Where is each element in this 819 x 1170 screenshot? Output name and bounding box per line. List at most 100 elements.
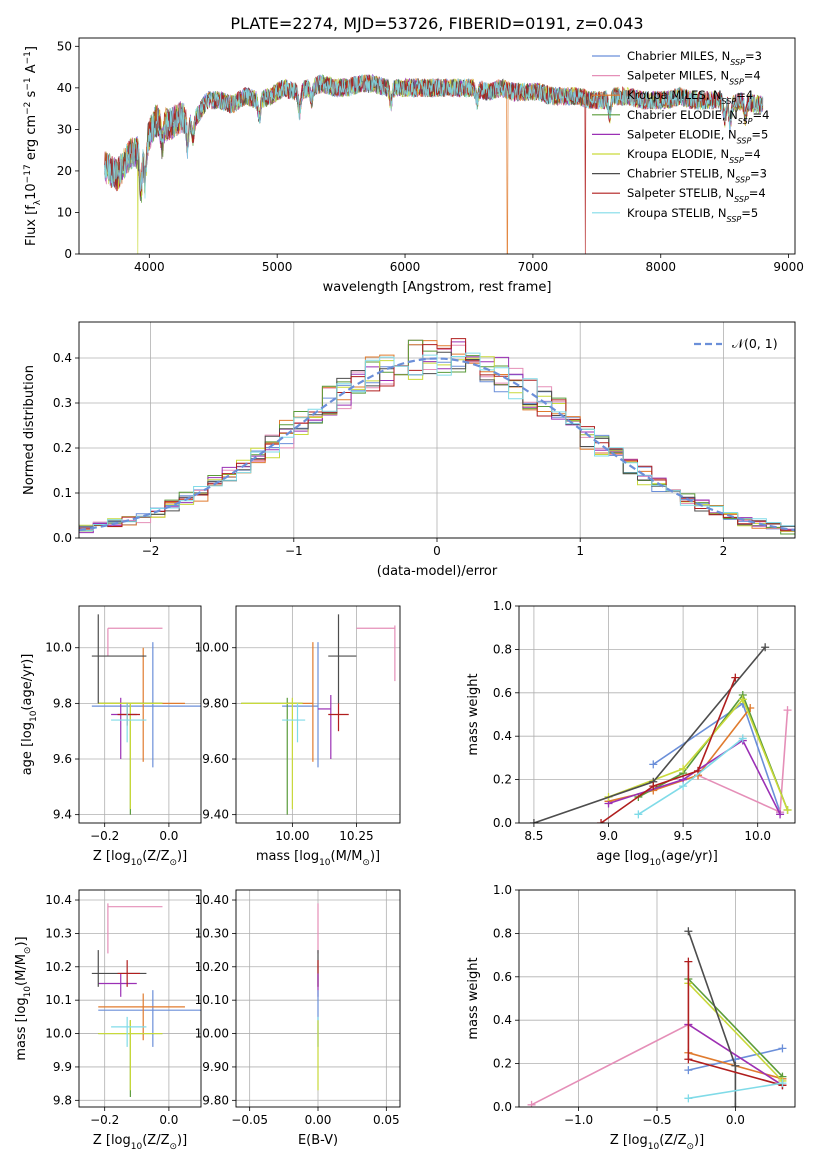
marker-chabrier-stelib: [731, 1061, 740, 1070]
marker-salpeter-stelib: [649, 782, 658, 791]
legend-label-chabrier-elodie: Chabrier ELODIE, NSSP=4: [627, 108, 769, 126]
y-axis-label: age [log10(age/yr)]: [20, 654, 39, 776]
x-tick-label: 2: [720, 544, 728, 558]
plot-area: [529, 643, 792, 823]
y-tick-label: 10.4: [45, 893, 72, 907]
y-tick-label: 0.1: [53, 486, 72, 500]
marker-chabrier-stelib: [529, 819, 538, 823]
errorbar-salpeter-elodie: [318, 695, 332, 760]
y-tick-label: 10.30: [195, 926, 229, 940]
errorbar-salpeter-miles: [356, 625, 396, 682]
y-tick-label: 0.2: [493, 773, 512, 787]
errorbar-kroupa-miles: [98, 647, 185, 762]
x-tick-label: 0.0: [159, 829, 178, 843]
x-tick-label: 9.0: [599, 829, 618, 843]
marker-chabrier-miles: [649, 760, 658, 769]
panel-age-vs-mass: 10.00 10.25 9.40 9.60 9.80 10.00 mass [log10(M…: [195, 605, 401, 868]
y-tick-label: 0.8: [493, 926, 512, 940]
y-tick-label: 40: [57, 81, 72, 95]
x-tick-label: 6000: [390, 260, 421, 274]
x-tick-label: −1: [285, 544, 303, 558]
marker-salpeter-stelib: [684, 957, 693, 966]
y-tick-label: 0.4: [493, 729, 512, 743]
x-axis-label: Z [log10(Z/Z⊙)]: [93, 1133, 187, 1152]
errorbar-kroupa-elodie: [241, 697, 303, 810]
errorbar-kroupa-miles: [98, 993, 185, 1041]
series-line-kroupa-stelib: [688, 1082, 783, 1100]
series-line-chabrier-elodie: [687, 978, 784, 1078]
x-tick-label: 0.00: [305, 1113, 332, 1127]
plot-area: [91, 614, 201, 815]
y-tick-label: 9.80: [202, 696, 229, 710]
legend-label-chabrier-miles: Chabrier MILES, NSSP=3: [627, 49, 762, 67]
x-axis-label: Z [log10(Z/Z⊙)]: [610, 1133, 704, 1152]
y-tick-label: 0.6: [493, 686, 512, 700]
x-tick-label: −0.2: [90, 829, 119, 843]
histogram-kroupa-stelib: [79, 352, 795, 531]
legend: Chabrier MILES, NSSP=3 Salpeter MILES, NS…: [592, 49, 769, 223]
x-tick-label: −2: [142, 544, 160, 558]
y-tick-label: 9.90: [202, 1060, 229, 1074]
y-tick-label: 9.40: [202, 808, 229, 822]
x-tick-label: 10.25: [339, 829, 373, 843]
y-tick-label: 9.60: [202, 752, 229, 766]
y-tick-label: 10: [57, 205, 72, 219]
series-line-salpeter-stelib: [600, 677, 737, 823]
x-tick-label: 8.5: [524, 829, 543, 843]
panel-residuals: −2 −1 0 1 2 0.0 0.1 0.2 0.3 0.4 (data-model)/error…: [22, 321, 796, 579]
errorbar-chabrier-stelib: [328, 614, 357, 704]
x-tick-label: 0.05: [373, 1113, 400, 1127]
x-tick-label: 10.00: [275, 829, 309, 843]
marker-salpeter-stelib: [597, 819, 606, 823]
errorbar-chabrier-miles: [98, 990, 201, 1047]
axes-frame: [78, 321, 796, 539]
marker-kroupa-elodie: [738, 695, 747, 704]
plot-area: [104, 73, 764, 254]
panel-mass-vs-ebv: −0.05 0.00 0.05 9.80 9.90 10.00 10.10 10.20 10.3…: [195, 889, 401, 1148]
marker-salpeter-stelib: [731, 673, 740, 682]
x-tick-label: 7000: [518, 260, 549, 274]
marker-kroupa-stelib: [738, 734, 747, 743]
y-tick-label: 10.00: [195, 1027, 229, 1041]
x-axis-label: (data-model)/error: [377, 564, 498, 579]
grid-lines: [519, 889, 795, 1108]
y-tick-label: 0.0: [53, 531, 72, 545]
errorbar-chabrier-elodie: [241, 697, 303, 815]
x-tick-label: 0.0: [726, 1113, 745, 1127]
errorbar-chabrier-stelib: [91, 614, 147, 704]
y-tick-label: 0.2: [493, 1057, 512, 1071]
panel-weight-vs-Z: −1.0 −0.5 0.0 0.0 0.2 0.4 0.6 0.8 1.0 Z [log10(Z/…: [466, 883, 796, 1152]
spectrum-kroupa-stelib: [104, 74, 764, 199]
panel-mass-vs-Z: −0.2 0.0 9.8 9.9 10.0 10.1 10.2 10.3 10.4 Z [log1…: [14, 889, 202, 1152]
marker-chabrier-miles: [778, 1044, 787, 1053]
legend-label-kroupa-stelib: Kroupa STELIB, NSSP=5: [627, 206, 758, 224]
plot-area: [241, 614, 396, 815]
y-tick-label: 0.2: [53, 441, 72, 455]
series-line-chabrier-stelib: [687, 930, 737, 1107]
y-tick-label: 10.2: [45, 960, 72, 974]
errorbar-kroupa-elodie: [98, 1020, 163, 1091]
legend-label-kroupa-miles: Kroupa MILES, NSSP=4: [627, 88, 753, 106]
y-tick-label: 9.80: [202, 1093, 229, 1107]
y-tick-label: 9.6: [53, 752, 72, 766]
x-axis-label: Z [log10(Z/Z⊙)]: [93, 849, 187, 868]
y-tick-label: 9.9: [53, 1060, 72, 1074]
axes-frame: [235, 889, 401, 1108]
series-line-chabrier-stelib: [533, 646, 766, 823]
x-tick-label: 9.5: [674, 829, 693, 843]
marker-chabrier-stelib: [684, 927, 693, 936]
y-tick-label: 50: [57, 39, 72, 53]
plot-area: [91, 903, 201, 1097]
errorbar-kroupa-stelib: [282, 703, 306, 743]
y-tick-label: 10.3: [45, 926, 72, 940]
axes-frame: [518, 889, 796, 1108]
x-tick-label: −0.05: [231, 1113, 268, 1127]
y-tick-label: 0.6: [493, 970, 512, 984]
y-tick-label: 0.0: [493, 1100, 512, 1114]
marker-salpeter-elodie: [776, 810, 785, 819]
y-tick-label: 1.0: [493, 883, 512, 897]
y-tick-label: 20: [57, 164, 72, 178]
x-tick-label: 5000: [262, 260, 293, 274]
errorbar-kroupa-stelib: [111, 703, 147, 743]
legend-label-normal: 𝒩(0, 1): [732, 336, 778, 351]
